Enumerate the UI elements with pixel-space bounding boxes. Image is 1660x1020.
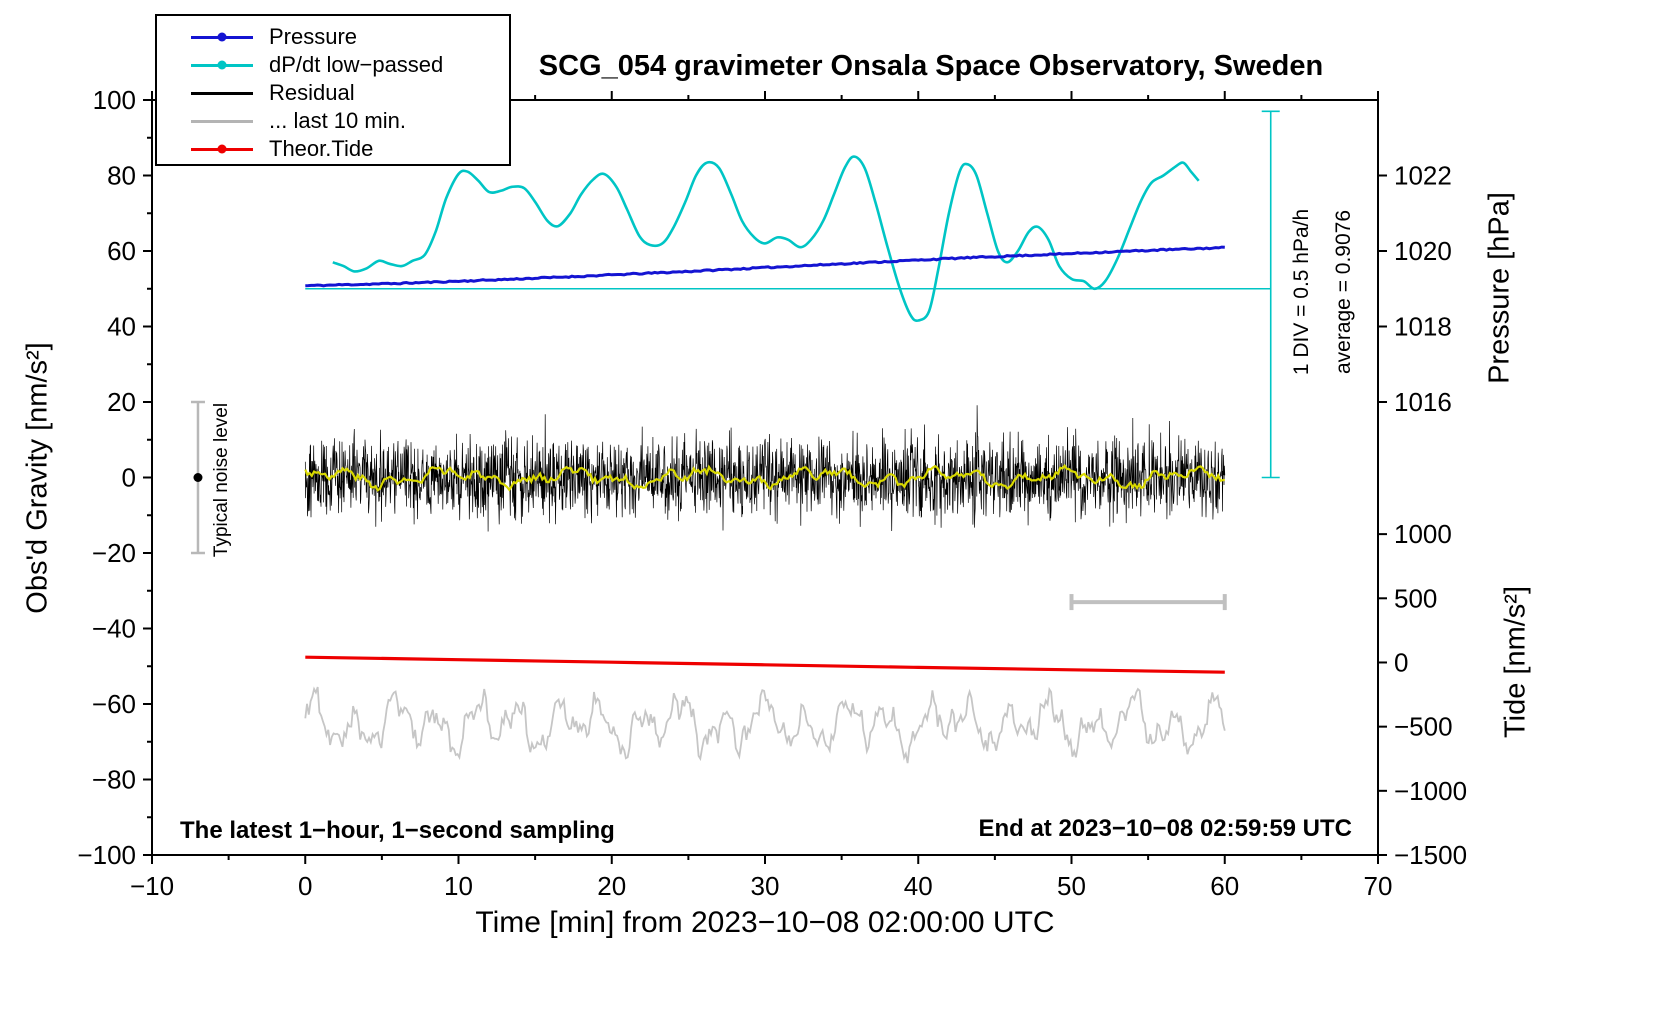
tick-label: −500 xyxy=(1394,712,1453,742)
tick-label: −1000 xyxy=(1394,776,1467,806)
tick-label: 1000 xyxy=(1394,519,1452,549)
series-residual-smooth xyxy=(304,463,1225,492)
legend-label-last10: ... last 10 min. xyxy=(269,108,406,133)
tick-label: −80 xyxy=(92,765,136,795)
x-axis-label: Time [min] from 2023−10−08 02:00:00 UTC xyxy=(475,906,1055,939)
annotation-shapes xyxy=(190,110,1280,611)
tick-label: 1016 xyxy=(1394,387,1452,417)
tick-label: 20 xyxy=(597,871,626,901)
series-theor-tide xyxy=(305,655,1225,674)
noise-level-dot xyxy=(193,473,203,482)
tick-label: 1018 xyxy=(1394,312,1452,342)
tick-label: −1500 xyxy=(1394,840,1467,870)
legend-swatch-dpdt xyxy=(191,59,253,72)
legend-item-dpdt: dP/dt low−passed xyxy=(157,51,509,79)
sampling-note: The latest 1−hour, 1−second sampling xyxy=(180,817,615,844)
series-last10min xyxy=(304,686,1226,764)
legend-label-theortide: Theor.Tide xyxy=(269,136,374,161)
series-pressure xyxy=(305,245,1225,288)
tick-label: 60 xyxy=(1210,871,1239,901)
series-residual xyxy=(304,405,1226,532)
tick-label: 0 xyxy=(298,871,312,901)
legend-item-pressure: Pressure xyxy=(157,23,509,51)
average-annotation: average = 0.9076 xyxy=(1332,209,1355,375)
tick-label: −40 xyxy=(92,614,136,644)
tick-label: 0 xyxy=(122,463,136,493)
tick-label: 70 xyxy=(1364,871,1393,901)
plot-frame xyxy=(151,99,1379,856)
series-dpdt xyxy=(332,155,1200,322)
tick-label: 30 xyxy=(751,871,780,901)
y-axis-label-left: Obs'd Gravity [nm/s²] xyxy=(21,342,54,614)
legend-swatch-residual xyxy=(191,87,253,100)
legend-label-residual: Residual xyxy=(269,80,355,105)
chart-title: SCG_054 gravimeter Onsala Space Observat… xyxy=(538,50,1324,82)
tick-label: 20 xyxy=(107,387,136,417)
legend-label-pressure: Pressure xyxy=(269,24,358,49)
tick-label: −100 xyxy=(77,840,136,870)
series-group xyxy=(304,155,1226,764)
legend: Pressure dP/dt low−passed Residual ... l… xyxy=(155,14,511,166)
tick-labels: −10 0 10 20 30 40 50 60 70−100−80−60−40−20020406… xyxy=(77,85,1467,901)
tick-label: 500 xyxy=(1394,583,1437,613)
tick-label: 60 xyxy=(107,236,136,266)
tick-label: 80 xyxy=(107,161,136,191)
legend-swatch-pressure xyxy=(191,31,253,44)
tick-label: 1022 xyxy=(1394,161,1452,191)
legend-item-last10: ... last 10 min. xyxy=(157,107,509,135)
legend-swatch-theortide xyxy=(191,143,253,156)
tick-label: 40 xyxy=(107,312,136,342)
y-axis-label-pressure: Pressure [hPa] xyxy=(1483,192,1516,384)
tick-label: 0 xyxy=(1394,647,1408,677)
legend-item-residual: Residual xyxy=(157,79,509,107)
y-axis-label-tide: Tide [nm/s²] xyxy=(1499,585,1532,739)
legend-label-dpdt: dP/dt low−passed xyxy=(269,52,444,77)
end-time-note: End at 2023−10−08 02:59:59 UTC xyxy=(978,815,1352,842)
tick-label: 50 xyxy=(1057,871,1086,901)
tick-label: −10 xyxy=(130,871,174,901)
tick-label: 1020 xyxy=(1394,236,1452,266)
legend-swatch-last10 xyxy=(191,115,253,128)
noise-level-annotation: Typical noise level xyxy=(211,402,232,558)
div-scale-annotation: 1 DIV = 0.5 hPa/h xyxy=(1290,208,1313,376)
tick-label: −20 xyxy=(92,538,136,568)
tick-label: −60 xyxy=(92,689,136,719)
tick-label: 10 xyxy=(444,871,473,901)
tick-label: 100 xyxy=(93,85,136,115)
tick-label: 40 xyxy=(904,871,933,901)
legend-item-theortide: Theor.Tide xyxy=(157,135,509,163)
